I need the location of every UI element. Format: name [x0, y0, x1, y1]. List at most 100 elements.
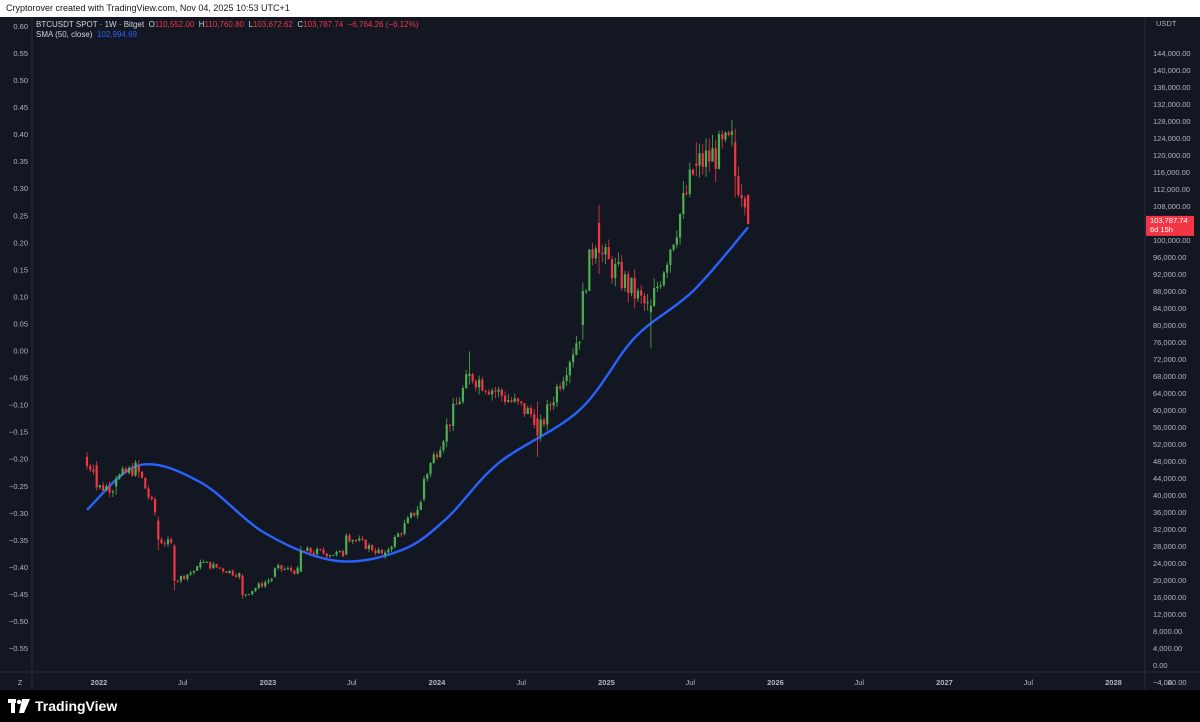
candle-body [581, 291, 584, 325]
close-value: 103,787.74 [303, 20, 344, 29]
candle-body [89, 466, 92, 470]
candle-body [617, 261, 620, 265]
percent-tick-label: 0.35 [13, 157, 28, 166]
low-value: 103,672.62 [252, 20, 293, 29]
percent-tick-label: −0.40 [9, 563, 28, 572]
percent-tick-label: 0.55 [13, 49, 28, 58]
price-tick-label: 64,000.00 [1153, 389, 1186, 398]
candle-body [591, 249, 594, 259]
percent-tick-label: 0.60 [13, 22, 28, 31]
candle-body [108, 486, 111, 493]
candle-body [257, 583, 260, 589]
candle-body [85, 456, 89, 467]
candle-body [458, 401, 461, 405]
candle-body [144, 477, 147, 489]
candle-body [740, 195, 743, 199]
candle-body [507, 400, 510, 402]
candle-body [500, 389, 503, 396]
candle-body [435, 454, 439, 458]
candle-body [160, 539, 163, 544]
candle-body [536, 418, 539, 436]
candle-body [390, 546, 393, 550]
candle-body [150, 497, 153, 499]
candle-body [221, 568, 225, 572]
price-chart[interactable]: USDT 144,000.00 140,000.00 136,000.00 132,00… [0, 17, 1200, 690]
candle-body [588, 249, 591, 291]
time-tick-label: Jul [178, 678, 188, 687]
candle-body [225, 571, 228, 573]
candle-body [422, 478, 426, 500]
candle-body [701, 153, 704, 167]
candle-body [636, 290, 640, 299]
candle-body [303, 551, 306, 553]
candle-body [332, 554, 335, 556]
candle-body [325, 553, 328, 557]
candle-body [572, 354, 575, 363]
percent-tick-label: 0.30 [13, 184, 28, 193]
percent-tick-label: −0.30 [9, 509, 28, 518]
time-tick-label: 2028 [1105, 678, 1122, 687]
candle-body [471, 373, 474, 382]
candle-body [494, 390, 497, 392]
candle-body [283, 568, 286, 570]
candle-body [273, 568, 277, 577]
price-tick-label: 136,000.00 [1153, 83, 1191, 92]
candle-body [419, 502, 422, 510]
percent-tick-label: 0.25 [13, 211, 28, 220]
candle-body [688, 169, 691, 194]
candle-body [306, 547, 309, 552]
price-tick-label: 72,000.00 [1153, 355, 1186, 364]
candle-body [247, 594, 251, 596]
chart-legend: BTCUSDT SPOT · 1W · Bitget O110,552.00 H… [36, 20, 418, 40]
candle-body [445, 424, 448, 442]
price-tick-label: 40,000.00 [1153, 491, 1186, 500]
candle-body [98, 485, 102, 488]
candle-body [234, 575, 238, 577]
candle-body [121, 468, 124, 475]
sma-label[interactable]: SMA (50, close) [36, 30, 93, 39]
price-tick-label: 16,000.00 [1153, 593, 1186, 602]
symbol-label[interactable]: BTCUSDT SPOT · 1W · Bitget [36, 20, 145, 29]
candle-body [669, 249, 672, 265]
candle-body [575, 343, 578, 355]
price-tick-label: 88,000.00 [1153, 287, 1186, 296]
time-tick-label: Jul [854, 678, 864, 687]
candle-body [653, 288, 656, 306]
price-tick-label: 132,000.00 [1153, 100, 1191, 109]
chart-area[interactable]: USDT 144,000.00 140,000.00 136,000.00 132,00… [0, 17, 1200, 690]
price-tick-label: 28,000.00 [1153, 542, 1186, 551]
candle-body [448, 424, 452, 426]
candle-body [594, 248, 597, 259]
zoom-button[interactable]: Z [18, 678, 23, 687]
candle-body [406, 517, 409, 524]
candle-body [552, 402, 555, 406]
candle-body [238, 573, 241, 577]
candle-body [173, 546, 176, 581]
time-tick-label: Jul [347, 678, 357, 687]
candle-body [416, 509, 419, 516]
candle-body [584, 290, 588, 292]
candle-body [461, 388, 465, 402]
candle-body [179, 575, 183, 581]
price-tick-label: 100,000.00 [1153, 236, 1191, 245]
change-value: −6,764.26 (−6.12%) [347, 20, 419, 29]
tradingview-logo[interactable]: TradingView [8, 696, 117, 716]
candle-body [734, 142, 737, 177]
candle-body [490, 390, 494, 395]
candle-body [610, 259, 614, 279]
sma-line [86, 226, 750, 563]
candle-body [597, 223, 601, 253]
candle-body [659, 285, 662, 287]
candle-body [717, 134, 721, 169]
auto-scale-button[interactable]: A [1167, 678, 1172, 687]
candle-body [484, 390, 487, 392]
candle-body [251, 590, 254, 595]
candle-body [724, 132, 727, 140]
candle-body [267, 580, 270, 583]
price-tick-label: 96,000.00 [1153, 253, 1186, 262]
price-tick-label: 44,000.00 [1153, 474, 1186, 483]
candle-body [711, 148, 714, 162]
candle-body [384, 552, 387, 556]
current-price-value: 103,787.74 [1150, 216, 1188, 225]
